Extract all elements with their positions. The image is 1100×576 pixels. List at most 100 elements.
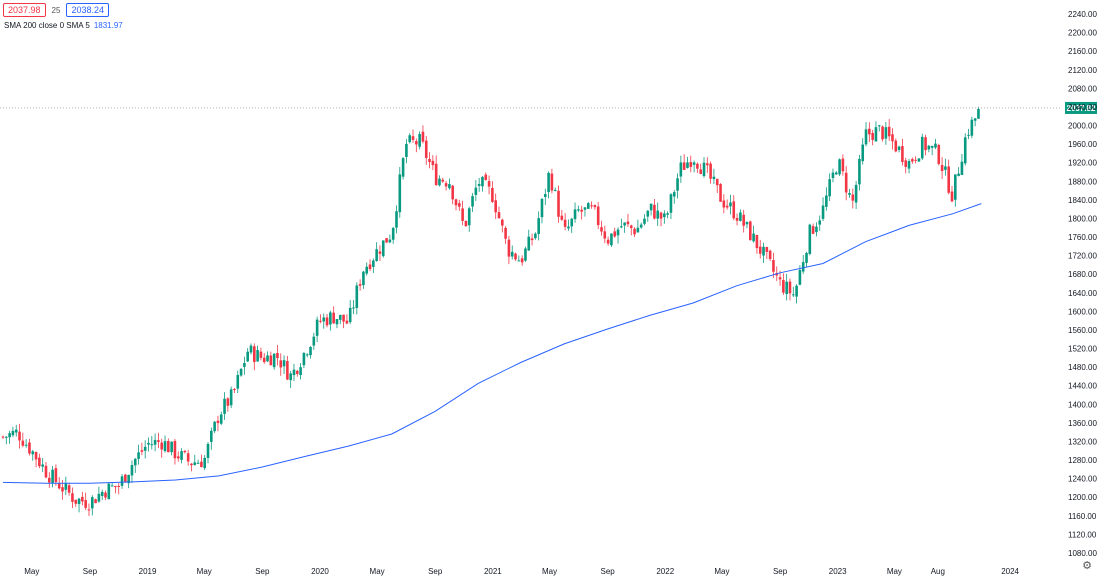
time-axis[interactable]: May Sep 2019 May Sep 2020 May Sep 2021 May Sep 2022… [24,567,1019,576]
candle [653,199,656,220]
candle [540,198,544,224]
candle [167,438,170,453]
candle [398,167,402,218]
candle [200,454,203,468]
candle [881,125,884,142]
candle [137,444,140,465]
price-axis[interactable]: 2240.00 2200.00 2160.00 2120.00 2080.00 2040.… [1068,10,1097,558]
candle [484,172,488,181]
candle [335,319,339,329]
last-price-label: 2037.82 [1067,104,1096,113]
candle [319,314,322,324]
candle [381,240,385,258]
quote-bar: 2037.98 25 2038.24 [3,3,109,17]
candle [967,128,970,140]
candle [672,189,676,204]
candle [696,162,699,173]
price-tick-label: 2160.00 [1068,47,1097,56]
candle [345,314,349,325]
candle [90,495,94,516]
candle [163,435,167,453]
candle [934,138,937,150]
candle [454,198,458,211]
candle [358,279,362,291]
candle [28,438,31,456]
gear-icon[interactable]: ⚙ [1082,560,1092,572]
candle [715,178,719,194]
candle [656,202,660,226]
candle [729,194,732,215]
candle [563,213,567,231]
candle [676,173,679,199]
candle [868,122,871,143]
candle [663,210,666,224]
candle [8,430,11,444]
candle [596,202,600,230]
time-tick-label: Aug [931,567,945,576]
price-tick-label: 1160.00 [1068,512,1097,521]
candle [815,222,818,237]
price-tick-label: 1200.00 [1068,493,1097,502]
candle [385,238,388,243]
candle [266,351,269,363]
candle [692,160,696,173]
price-tick-label: 1840.00 [1068,196,1097,205]
indicator-legend[interactable]: SMA 200 close 0 SMA 5 1831.97 [4,21,123,30]
candle [451,184,455,205]
candle [229,386,233,409]
candle [130,460,134,484]
candle [930,145,934,156]
price-tick-label: 1360.00 [1068,419,1097,428]
candle [127,474,130,489]
candle [97,486,101,503]
candle [216,415,220,432]
candle [947,159,950,195]
candle [120,474,124,489]
candle [944,158,947,176]
candle [143,440,147,459]
candle [699,163,703,175]
bid-price[interactable]: 2037.98 [3,3,46,17]
candle [408,133,412,144]
candle [81,492,84,506]
candle [891,128,894,150]
candle [325,313,329,328]
candle [415,138,418,153]
candle [749,220,752,241]
candle [732,195,736,221]
candle [491,181,494,204]
spread-value: 25 [51,5,61,15]
time-tick-label: May [542,567,557,576]
candle [249,343,253,355]
candle [190,463,193,472]
candle [887,119,891,141]
price-tick-label: 1080.00 [1068,549,1097,558]
candle [626,213,630,228]
candle [448,178,451,190]
candle [501,218,504,233]
candle [911,157,914,164]
candle [782,273,785,295]
candle [368,259,372,272]
candle [801,255,805,274]
candle [841,154,845,176]
candle [411,129,415,143]
candle [669,193,673,220]
candle [196,459,200,464]
candle [183,450,187,454]
candle [831,168,835,183]
ask-price[interactable]: 2038.24 [66,3,109,17]
candle [34,451,38,468]
candle [372,258,375,273]
candle [302,352,306,369]
candle [828,173,831,201]
candle [616,227,620,244]
candle [18,423,21,449]
candle [117,483,121,495]
candle [530,233,534,246]
price-tick-label: 1800.00 [1068,214,1097,223]
candle [11,426,15,438]
candle [338,314,342,325]
candle [739,209,742,222]
